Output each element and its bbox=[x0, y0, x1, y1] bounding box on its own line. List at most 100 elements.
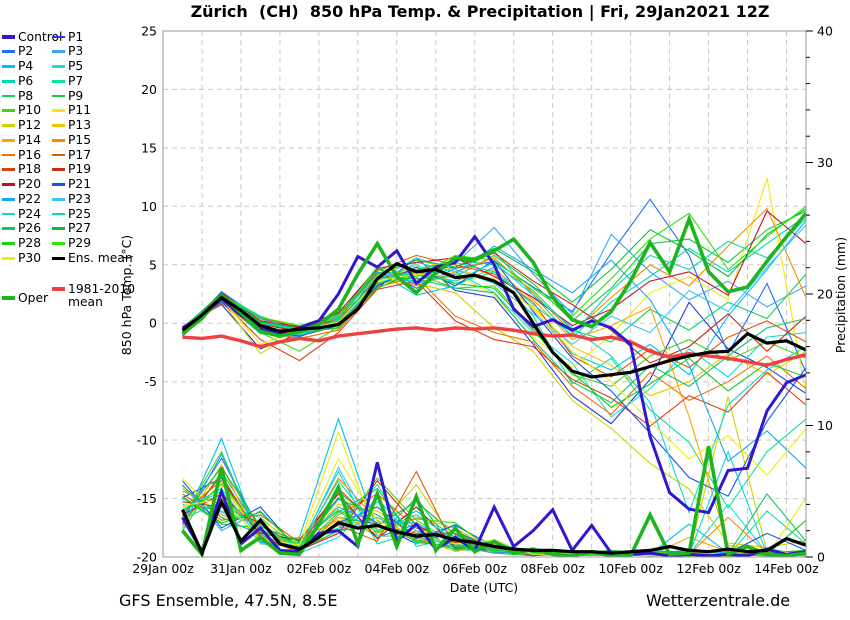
left-axis-title: 850 hPa Temp. (°C) bbox=[119, 235, 134, 355]
legend-label: P26 bbox=[18, 221, 42, 236]
svg-text:14Feb 00z: 14Feb 00z bbox=[754, 561, 819, 576]
legend-swatch-ens-mean bbox=[52, 256, 65, 260]
legend-label: Ens. mean bbox=[68, 250, 133, 265]
legend-label-clim-mean-line2: mean bbox=[68, 295, 103, 309]
footer-brand: Wetterzentrale.de bbox=[646, 591, 791, 610]
legend-label: P30 bbox=[18, 250, 42, 265]
chart-title: Zürich (CH) 850 hPa Temp. & Precipitatio… bbox=[190, 2, 770, 21]
legend-label: P9 bbox=[68, 88, 84, 103]
legend-swatch-p4 bbox=[2, 65, 15, 68]
legend-entry-p21: P21 bbox=[52, 178, 91, 192]
svg-text:20: 20 bbox=[141, 82, 157, 97]
svg-text:-5: -5 bbox=[145, 374, 157, 389]
legend-entry-p20: P20 bbox=[2, 178, 41, 192]
legend-swatch-p18 bbox=[2, 168, 15, 172]
legend-label: P8 bbox=[18, 88, 34, 103]
legend-swatch-clim-mean bbox=[52, 287, 65, 291]
svg-text:10Feb 00z: 10Feb 00z bbox=[598, 561, 663, 576]
legend-label: P18 bbox=[18, 162, 42, 177]
legend-entry-control: Control bbox=[2, 30, 62, 44]
legend-label: P13 bbox=[68, 118, 92, 132]
svg-text:15: 15 bbox=[141, 140, 157, 155]
legend-entry-p16: P16 bbox=[2, 148, 41, 162]
legend-entry-p22: P22 bbox=[2, 192, 41, 206]
legend-label: P28 bbox=[18, 236, 42, 250]
legend-swatch-oper bbox=[2, 296, 15, 300]
legend-swatch-p23 bbox=[52, 197, 65, 201]
legend-label: P24 bbox=[18, 206, 42, 221]
legend-label: P14 bbox=[18, 132, 42, 147]
legend-swatch-p27 bbox=[52, 227, 65, 231]
legend-entry-p24: P24 bbox=[2, 207, 41, 221]
svg-text:30: 30 bbox=[817, 155, 833, 170]
legend-label: P29 bbox=[68, 236, 92, 250]
legend-swatch-control bbox=[2, 35, 15, 39]
legend-entry-p26: P26 bbox=[2, 222, 41, 236]
svg-text:02Feb 00z: 02Feb 00z bbox=[287, 561, 352, 576]
legend-label: P7 bbox=[68, 73, 84, 88]
legend-entry-p6: P6 bbox=[2, 74, 33, 88]
legend-swatch-p21 bbox=[52, 183, 65, 186]
svg-text:20: 20 bbox=[817, 287, 833, 302]
legend-entry-p4: P4 bbox=[2, 60, 33, 74]
legend-swatch-p2 bbox=[2, 50, 15, 54]
legend-entry-p30: P30 bbox=[2, 251, 41, 265]
legend-entry-p11: P11 bbox=[52, 104, 91, 118]
legend-entry-p5: P5 bbox=[52, 60, 83, 74]
legend-label: P11 bbox=[68, 103, 92, 118]
legend-label: P25 bbox=[68, 206, 92, 221]
legend-entry-p29: P29 bbox=[52, 237, 91, 251]
legend-label: P22 bbox=[18, 191, 42, 206]
legend-label: P20 bbox=[18, 177, 42, 191]
legend-entry-p9: P9 bbox=[52, 89, 83, 103]
legend-entry-p17: P17 bbox=[52, 148, 91, 162]
svg-text:29Jan 00z: 29Jan 00z bbox=[132, 561, 194, 576]
legend-swatch-p29 bbox=[52, 242, 65, 245]
legend-label: P1 bbox=[68, 29, 84, 44]
legend-label: P21 bbox=[68, 177, 92, 191]
legend-entry-p27: P27 bbox=[52, 222, 91, 236]
legend-swatch-p28 bbox=[2, 242, 15, 245]
svg-text:40: 40 bbox=[817, 24, 833, 39]
legend-entry-clim-mean: 1981-2010 bbox=[52, 282, 135, 296]
legend-entry-p23: P23 bbox=[52, 192, 91, 206]
legend-swatch-p12 bbox=[2, 124, 15, 127]
legend-swatch-p1 bbox=[52, 35, 65, 39]
legend-swatch-p8 bbox=[2, 94, 15, 98]
svg-text:5: 5 bbox=[149, 257, 157, 272]
legend-swatch-p19 bbox=[52, 168, 65, 172]
legend-label: Control bbox=[18, 29, 63, 44]
legend-entry-ens-mean: Ens. mean bbox=[52, 251, 133, 265]
legend-entry-p15: P15 bbox=[52, 133, 91, 147]
legend-entry-p3: P3 bbox=[52, 45, 83, 59]
legend-entry-p14: P14 bbox=[2, 133, 41, 147]
legend-label: P3 bbox=[68, 44, 84, 59]
legend-label: P17 bbox=[68, 147, 92, 162]
legend-swatch-p5 bbox=[52, 65, 65, 68]
legend-swatch-p7 bbox=[52, 79, 65, 83]
legend-entry-p25: P25 bbox=[52, 207, 91, 221]
svg-text:31Jan 00z: 31Jan 00z bbox=[210, 561, 272, 576]
legend-label: P4 bbox=[18, 59, 34, 73]
legend-swatch-p6 bbox=[2, 79, 15, 83]
legend-swatch-p17 bbox=[52, 153, 65, 157]
legend-label: P6 bbox=[18, 73, 34, 88]
legend-swatch-p10 bbox=[2, 109, 15, 113]
legend-entry-p10: P10 bbox=[2, 104, 41, 118]
legend-entry-p7: P7 bbox=[52, 74, 83, 88]
svg-text:-10: -10 bbox=[137, 433, 157, 448]
legend-entry-oper: Oper bbox=[2, 291, 48, 305]
legend-swatch-p30 bbox=[2, 256, 15, 260]
legend-swatch-p20 bbox=[2, 183, 15, 186]
right-axis-title: Precipitation (mm) bbox=[833, 237, 848, 353]
legend-swatch-p3 bbox=[52, 50, 65, 54]
svg-text:10: 10 bbox=[817, 418, 833, 433]
legend-entry-p2: P2 bbox=[2, 45, 33, 59]
svg-text:04Feb 00z: 04Feb 00z bbox=[365, 561, 430, 576]
footer-model-info: GFS Ensemble, 47.5N, 8.5E bbox=[119, 591, 338, 610]
svg-text:0: 0 bbox=[149, 316, 157, 331]
svg-text:10: 10 bbox=[141, 199, 157, 214]
legend-label: P5 bbox=[68, 59, 84, 73]
legend-label: Oper bbox=[18, 290, 49, 305]
